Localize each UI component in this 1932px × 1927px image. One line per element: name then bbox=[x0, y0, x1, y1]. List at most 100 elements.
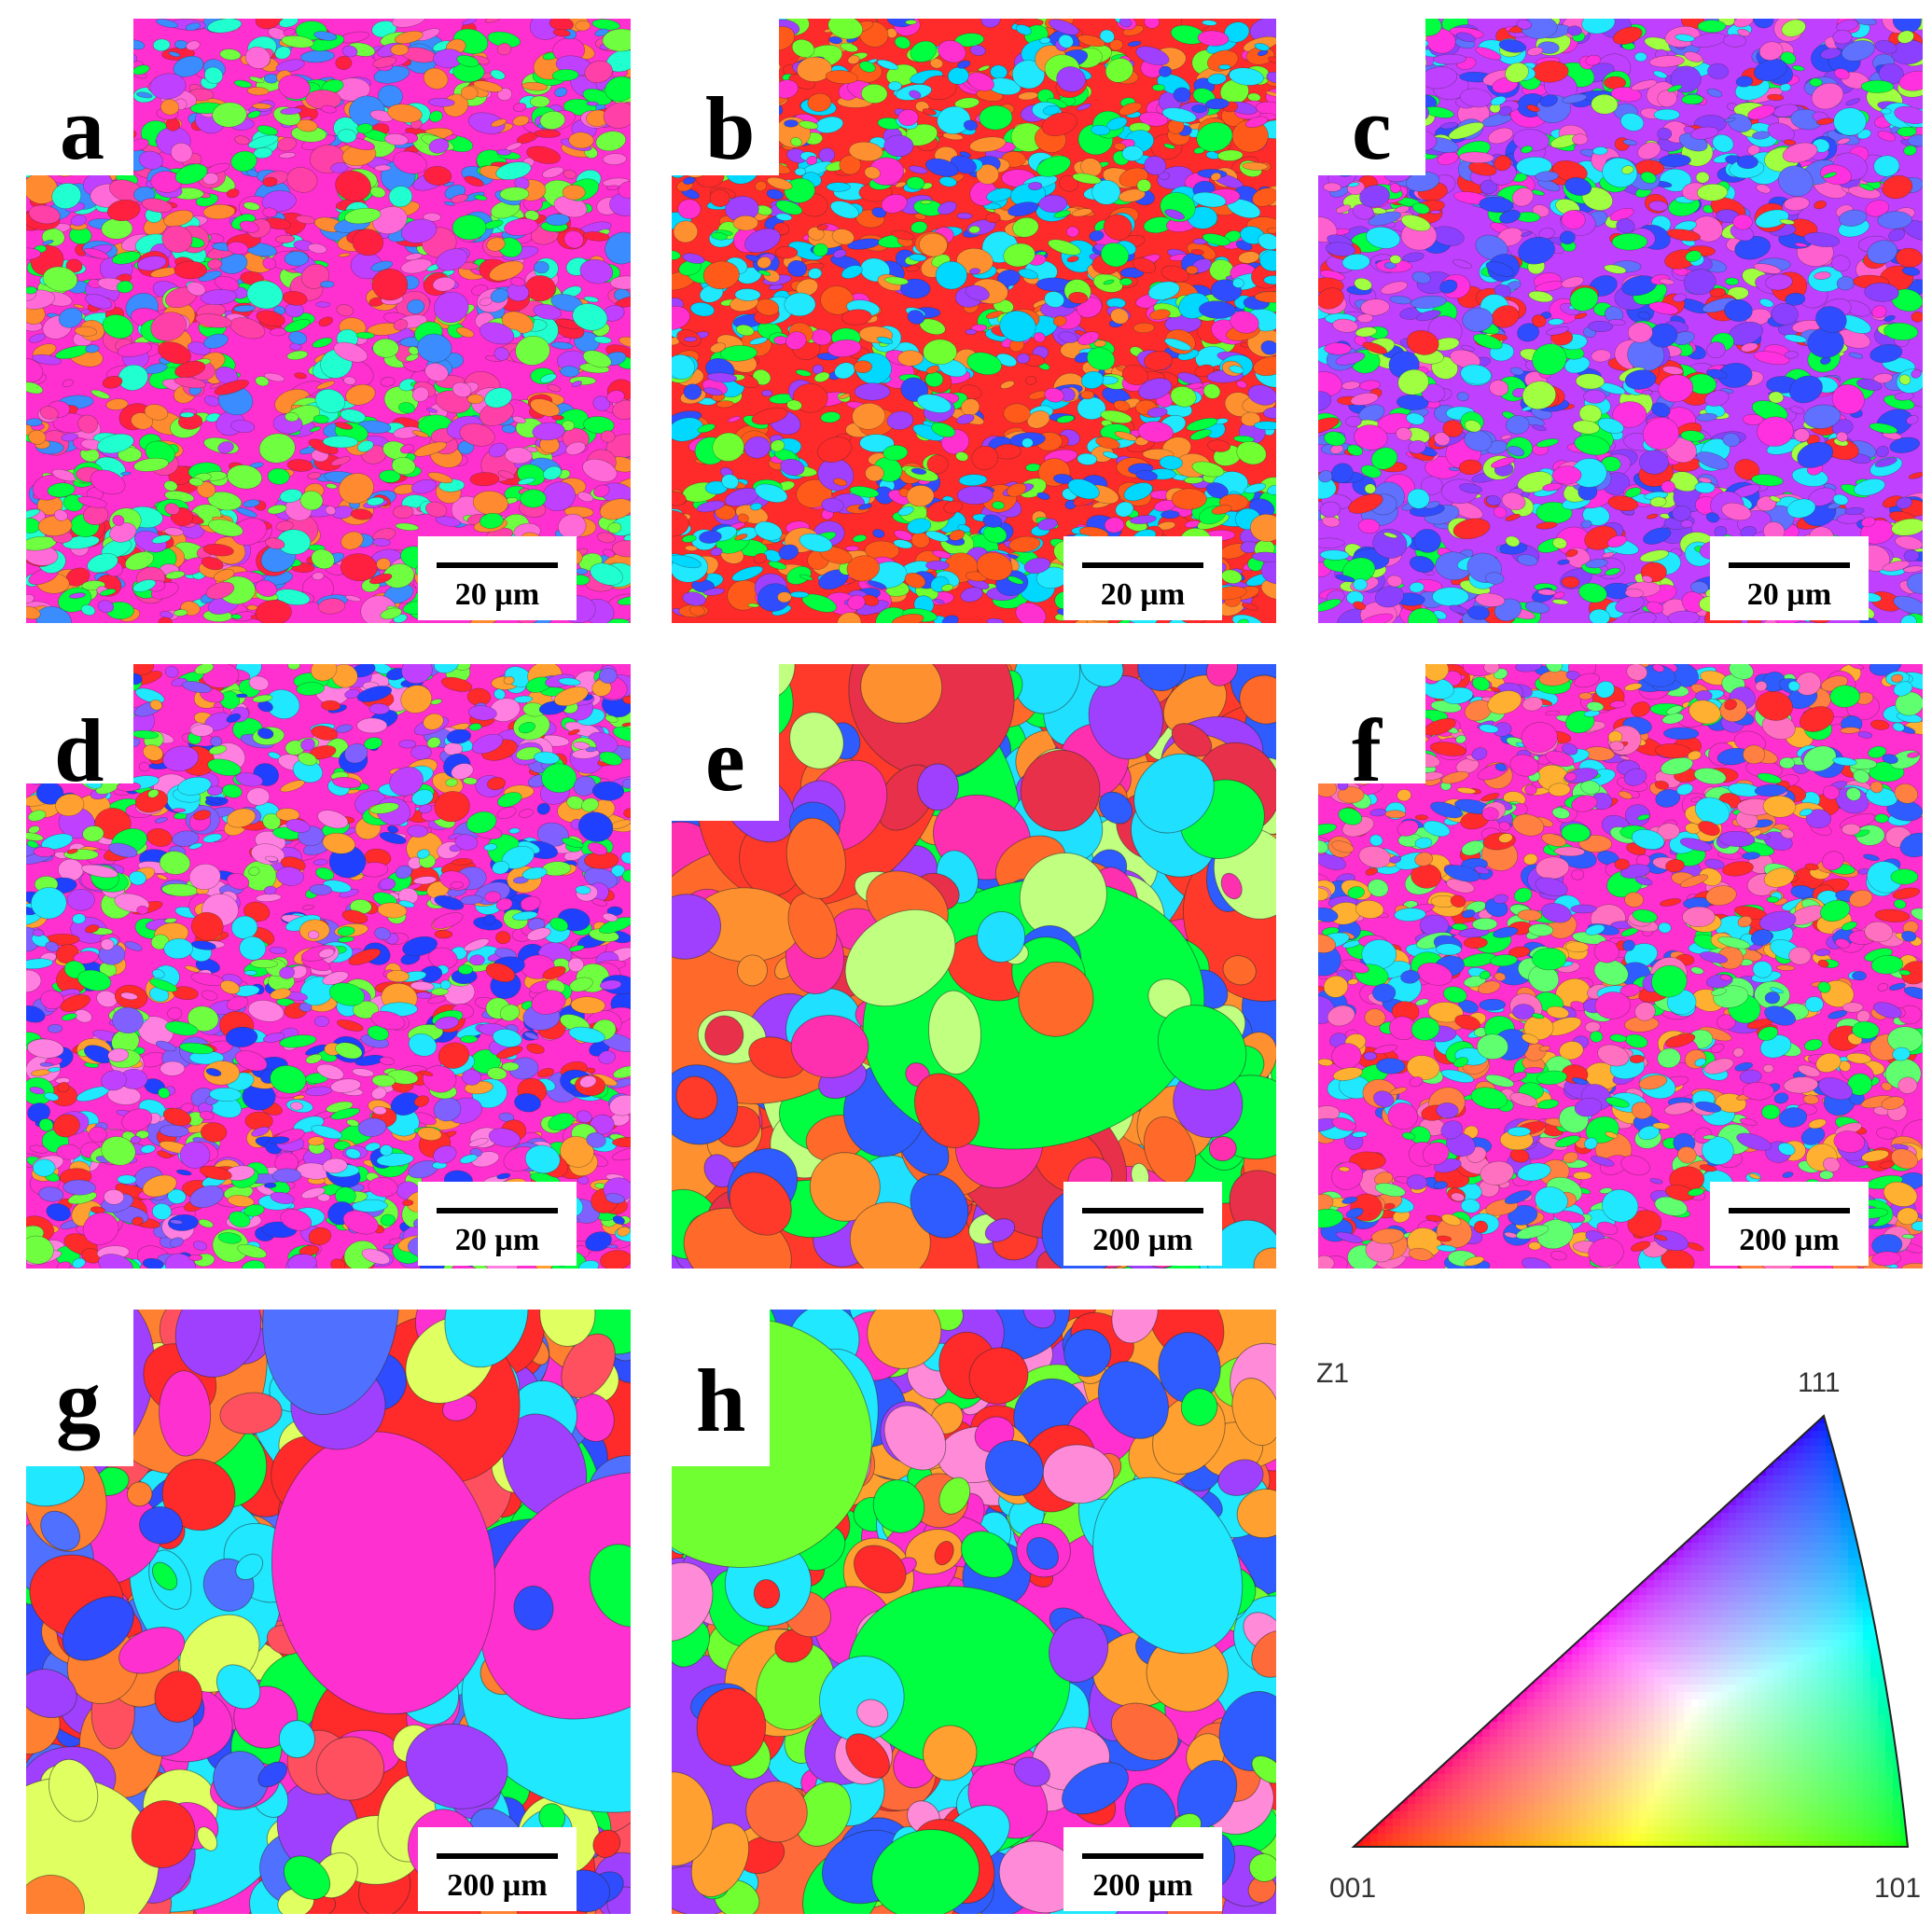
grain bbox=[572, 303, 608, 331]
grain bbox=[1266, 71, 1276, 84]
grain bbox=[97, 600, 115, 613]
grain bbox=[1077, 452, 1098, 465]
grain bbox=[212, 102, 247, 128]
grain bbox=[702, 588, 725, 596]
grain bbox=[592, 395, 610, 411]
grain bbox=[405, 354, 419, 362]
grain bbox=[1161, 107, 1197, 123]
grain bbox=[1091, 179, 1121, 205]
grain bbox=[200, 289, 238, 305]
grain bbox=[493, 347, 509, 361]
grain bbox=[341, 531, 364, 550]
grain bbox=[456, 326, 475, 338]
grain bbox=[426, 408, 438, 413]
grain bbox=[924, 371, 944, 387]
grain bbox=[530, 398, 561, 417]
grain bbox=[462, 19, 477, 25]
grain bbox=[813, 371, 830, 382]
grain bbox=[568, 132, 594, 149]
grain bbox=[90, 389, 110, 399]
grain bbox=[832, 249, 847, 258]
grain bbox=[1105, 58, 1133, 83]
grain bbox=[1161, 510, 1180, 520]
scale-bar-label: 20 µm bbox=[1746, 577, 1832, 612]
grain bbox=[876, 336, 894, 345]
grain bbox=[1487, 127, 1514, 145]
grain bbox=[721, 474, 739, 490]
grain bbox=[907, 310, 925, 325]
grain bbox=[1113, 400, 1131, 412]
grain bbox=[1036, 492, 1050, 500]
grain bbox=[187, 281, 206, 297]
grain bbox=[976, 552, 1013, 581]
grain bbox=[906, 176, 925, 190]
grain bbox=[299, 491, 324, 511]
grain bbox=[854, 382, 891, 401]
grain bbox=[466, 394, 484, 405]
grain bbox=[593, 484, 610, 498]
grain bbox=[786, 566, 812, 585]
grain bbox=[1053, 210, 1071, 218]
grain bbox=[313, 31, 338, 41]
grain bbox=[584, 61, 613, 83]
grain bbox=[955, 451, 969, 462]
grain bbox=[524, 275, 556, 302]
grain bbox=[956, 60, 971, 69]
grain bbox=[682, 591, 706, 606]
grain bbox=[209, 382, 221, 389]
grain bbox=[1876, 445, 1889, 458]
grain bbox=[603, 153, 627, 165]
grain bbox=[1707, 62, 1730, 79]
grain bbox=[897, 109, 919, 127]
grain bbox=[1138, 378, 1173, 400]
grain bbox=[423, 213, 441, 222]
grain bbox=[322, 436, 358, 449]
grain bbox=[935, 261, 967, 290]
grain bbox=[887, 81, 902, 91]
grain bbox=[582, 231, 610, 242]
grain bbox=[1052, 315, 1067, 326]
grain bbox=[551, 69, 579, 82]
grain bbox=[490, 69, 506, 80]
grain bbox=[26, 381, 44, 395]
grain bbox=[716, 400, 734, 409]
grain bbox=[1359, 380, 1381, 391]
grain bbox=[1119, 102, 1143, 116]
grain bbox=[1218, 64, 1231, 70]
grain bbox=[391, 457, 416, 476]
grain bbox=[338, 253, 351, 257]
grain bbox=[1066, 256, 1079, 263]
panel-label: a bbox=[60, 78, 104, 178]
grain bbox=[285, 411, 299, 423]
grain bbox=[909, 90, 922, 99]
grain bbox=[976, 164, 999, 185]
grain bbox=[371, 269, 409, 301]
grain bbox=[217, 441, 234, 454]
grain bbox=[563, 169, 577, 179]
grain bbox=[174, 360, 206, 378]
grain bbox=[937, 105, 971, 134]
grain bbox=[234, 135, 250, 146]
grain bbox=[747, 603, 759, 608]
grain bbox=[925, 365, 939, 374]
grain bbox=[841, 309, 872, 326]
grain bbox=[1673, 293, 1687, 302]
grain bbox=[828, 35, 842, 45]
grain bbox=[575, 20, 591, 32]
grain bbox=[281, 35, 314, 49]
grain bbox=[1135, 46, 1170, 66]
grain bbox=[577, 492, 594, 503]
grain bbox=[1229, 67, 1264, 86]
grain bbox=[320, 281, 335, 288]
grain bbox=[1041, 112, 1077, 136]
grain bbox=[1725, 277, 1739, 285]
grain bbox=[600, 430, 616, 443]
grain bbox=[706, 372, 738, 383]
grain bbox=[1207, 439, 1231, 452]
grain bbox=[252, 103, 272, 110]
grain bbox=[201, 556, 224, 571]
grain bbox=[1250, 514, 1276, 542]
grain bbox=[611, 540, 631, 558]
grain bbox=[905, 20, 917, 25]
grain bbox=[791, 39, 815, 58]
